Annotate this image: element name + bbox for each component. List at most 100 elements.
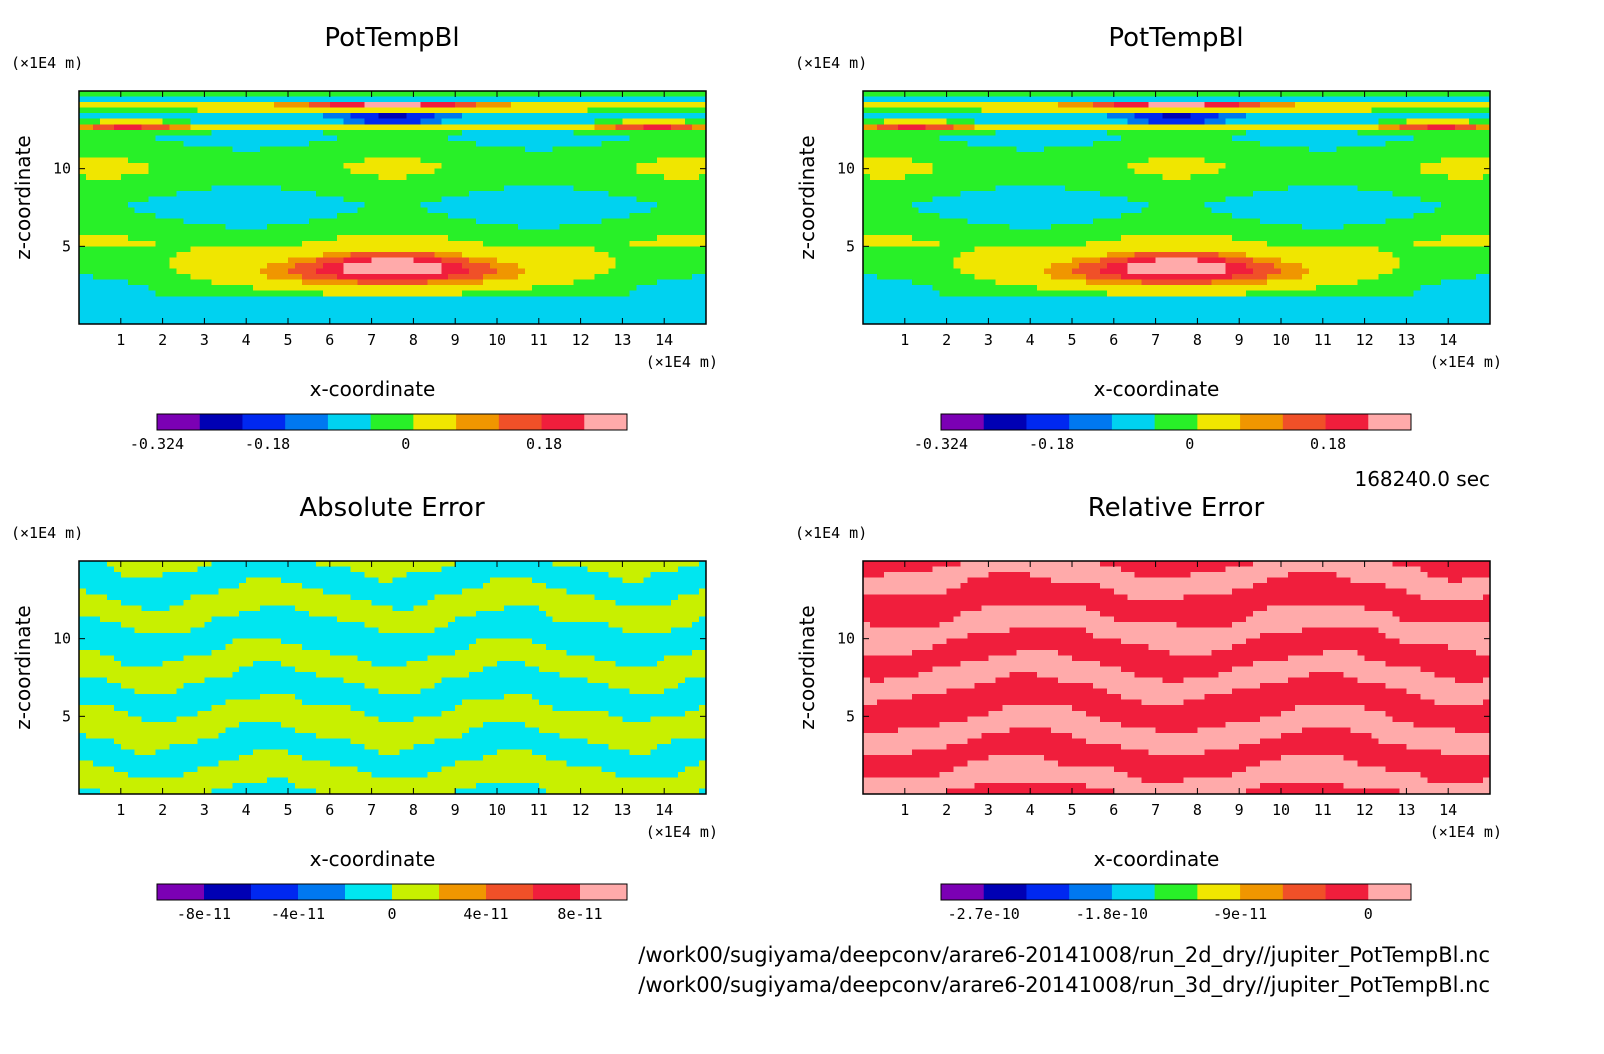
heatmap-cell (517, 118, 526, 125)
heatmap-cell (517, 185, 526, 192)
heatmap-cell (497, 91, 505, 98)
heatmap-cell (925, 218, 934, 225)
heatmap-cell (197, 296, 205, 303)
heatmap-cell (594, 129, 603, 136)
heatmap-cell (573, 196, 582, 203)
heatmap-cell (476, 174, 484, 181)
heatmap-cell (176, 152, 185, 159)
heatmap-cell (601, 174, 610, 181)
heatmap-cell (211, 118, 219, 125)
heatmap-cell (92, 129, 101, 136)
heatmap-cell (524, 213, 533, 220)
heatmap-cell (545, 218, 554, 225)
heatmap-cell (566, 268, 575, 275)
heatmap-cell (503, 251, 512, 259)
heatmap-cell (497, 307, 505, 314)
heatmap-cell (246, 279, 254, 286)
heatmap-cell (490, 163, 498, 170)
heatmap-cell (225, 124, 233, 131)
heatmap-cell (863, 118, 871, 125)
heatmap-cell (197, 268, 205, 275)
heatmap-cell (483, 124, 491, 131)
heatmap-cell (155, 152, 164, 159)
heatmap-cell (538, 140, 547, 148)
heatmap-cell (364, 140, 373, 148)
heatmap-cell (267, 185, 275, 192)
heatmap-cell (1023, 285, 1031, 292)
heatmap-cell (946, 135, 955, 142)
heatmap-cell (883, 213, 892, 220)
heatmap-cell (615, 102, 623, 109)
heatmap-cell (678, 246, 686, 253)
heatmap-cell (890, 163, 899, 170)
heatmap-cell (699, 296, 707, 303)
heatmap-cell (587, 201, 596, 209)
heatmap-cell (490, 307, 498, 314)
heatmap-cell (988, 107, 996, 114)
heatmap-cell (939, 129, 948, 136)
heatmap-cell (378, 307, 387, 314)
heatmap-cell (1037, 301, 1045, 308)
heatmap-cell (148, 152, 157, 159)
heatmap-cell (357, 307, 366, 314)
heatmap-cell (925, 240, 934, 247)
heatmap-cell (239, 218, 247, 225)
heatmap-cell (925, 279, 934, 286)
heatmap-cell (552, 207, 561, 214)
heatmap-cell (1023, 140, 1031, 148)
colorbar-frame (156, 413, 628, 431)
heatmap-cell (274, 218, 282, 225)
heatmap-cell (274, 113, 282, 120)
heatmap-cell (657, 96, 665, 103)
heatmap-cell (79, 257, 87, 264)
heatmap-cell (155, 235, 164, 242)
heatmap-cell (448, 285, 456, 292)
heatmap-cell (995, 135, 1003, 142)
heatmap-cell (552, 257, 561, 264)
heatmap-cell (657, 146, 665, 153)
heatmap-cell (413, 301, 421, 308)
heatmap-cell (483, 168, 491, 175)
heatmap-cell (385, 129, 394, 136)
heatmap-cell (246, 307, 254, 314)
heatmap-cell (490, 157, 498, 164)
heatmap-cell (643, 163, 651, 170)
heatmap-cell (490, 140, 498, 148)
heatmap-cell (357, 274, 366, 281)
heatmap-cell (594, 107, 603, 114)
heatmap-cell (378, 140, 387, 148)
heatmap-field (863, 91, 1491, 325)
heatmap-cell (371, 213, 380, 220)
heatmap-cell (953, 185, 962, 192)
heatmap-cell (988, 174, 996, 181)
heatmap-cell (204, 207, 212, 214)
heatmap-cell (364, 224, 373, 231)
heatmap-cell (253, 257, 261, 264)
heatmap-cell (239, 146, 247, 153)
heatmap-cell (1044, 152, 1052, 159)
heatmap-cell (657, 91, 665, 98)
heatmap-cell (385, 113, 394, 120)
heatmap-cell (113, 285, 122, 292)
heatmap-cell (869, 179, 878, 186)
heatmap-cell (420, 268, 428, 275)
heatmap-cell (573, 185, 582, 192)
heatmap-cell (441, 152, 449, 159)
heatmap-cell (1037, 262, 1045, 270)
heatmap-cell (503, 96, 512, 103)
heatmap-cell (120, 102, 129, 109)
heatmap-cell (538, 157, 547, 164)
heatmap-cell (1044, 246, 1052, 253)
heatmap-cell (643, 279, 651, 286)
heatmap-cell (127, 174, 136, 181)
heatmap-cell (364, 185, 373, 192)
heatmap-cell (953, 129, 962, 136)
heatmap-cell (371, 274, 380, 281)
heatmap-cell (371, 290, 380, 297)
heatmap-cell (106, 96, 115, 103)
heatmap-cell (580, 290, 589, 297)
x-tick-label: 3 (200, 331, 209, 349)
heatmap-cell (301, 262, 310, 270)
heatmap-cell (503, 318, 512, 325)
heatmap-cell (232, 207, 240, 214)
